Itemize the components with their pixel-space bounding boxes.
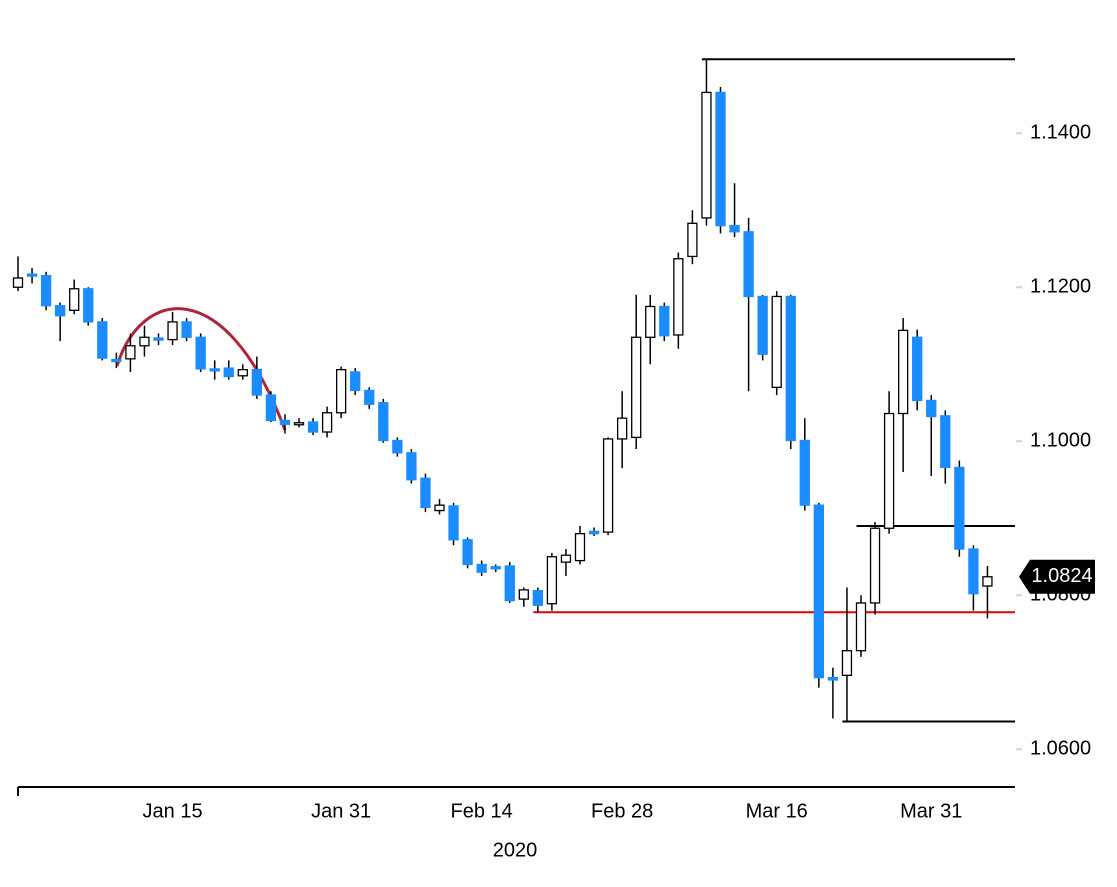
last-price-label: 1.0824: [1031, 565, 1092, 587]
candle-body: [588, 530, 600, 535]
candle-body: [462, 539, 473, 566]
candle-body: [532, 589, 543, 606]
candle-body: [139, 336, 150, 347]
candle-body: [631, 336, 642, 439]
candle-body: [111, 358, 122, 363]
candle-body: [715, 91, 726, 227]
candle-body: [167, 321, 178, 341]
candle-body: [153, 337, 164, 341]
candle-body: [687, 222, 698, 258]
candle-body: [12, 277, 24, 288]
candle-body: [954, 466, 965, 550]
candle-body: [406, 452, 417, 481]
last-price-tag: [1019, 559, 1095, 594]
candle-body: [869, 527, 881, 604]
candle-body: [883, 412, 895, 529]
candle-body: [771, 295, 782, 388]
candle-body: [743, 231, 754, 298]
candle-body: [729, 224, 740, 233]
x-tick-label: Feb 28: [591, 800, 653, 822]
x-tick-label: Jan 31: [311, 800, 371, 822]
candle-body: [898, 329, 909, 415]
candle-body: [926, 399, 937, 418]
candle-body: [237, 368, 248, 377]
candle-body: [855, 602, 867, 652]
candle-body: [83, 288, 94, 323]
candle-body: [195, 336, 206, 370]
candle-body: [841, 650, 853, 676]
x-tick-label: Jan 15: [143, 800, 203, 822]
candle-body: [757, 295, 768, 355]
candle-body: [673, 258, 684, 336]
y-tick-label: 1.1400: [1030, 122, 1091, 144]
y-tick-label: 1.1200: [1030, 276, 1091, 298]
candle-body: [251, 368, 263, 396]
candle-body: [982, 576, 993, 587]
candle-body: [799, 439, 810, 506]
candle-body: [940, 415, 951, 469]
candle-body: [223, 367, 234, 378]
candle-body: [504, 565, 515, 602]
candle-body: [518, 589, 529, 600]
candle-body: [701, 91, 712, 219]
candle-body: [26, 273, 38, 277]
candle-body: [574, 533, 586, 562]
candle-body: [279, 419, 291, 425]
candle-body: [448, 505, 459, 541]
candle-body: [321, 412, 333, 433]
candle-body: [350, 371, 361, 392]
candle-body: [785, 295, 796, 442]
candle-body: [659, 305, 670, 337]
x-tick-label: Feb 14: [451, 800, 513, 822]
candle-body: [265, 394, 277, 422]
candle-body: [420, 477, 431, 509]
y-tick-label: 1.0600: [1030, 738, 1091, 760]
candle-body: [181, 321, 192, 338]
candle-body: [645, 305, 656, 338]
candle-body: [434, 504, 445, 512]
candle-body: [378, 402, 389, 442]
candle-body: [40, 275, 52, 307]
candle-body: [617, 417, 628, 440]
candle-body: [602, 438, 614, 533]
plot-area: [12, 58, 1015, 723]
candle-body: [476, 563, 487, 573]
x-tick-label: Mar 16: [746, 800, 808, 822]
candle-body: [209, 368, 220, 372]
candle-body: [125, 345, 136, 360]
candle-body: [364, 389, 375, 405]
candle-body: [912, 336, 923, 402]
candle-body: [293, 422, 305, 426]
candle-body: [69, 288, 80, 311]
candle-body: [307, 421, 319, 433]
candle-body: [335, 368, 347, 414]
candle-body: [392, 439, 403, 454]
x-axis-label: 2020: [493, 839, 538, 861]
candle-body: [97, 321, 108, 359]
candle-body: [560, 554, 572, 563]
candle-body: [55, 305, 66, 317]
x-tick-label: Mar 31: [900, 800, 962, 822]
candle-body: [813, 504, 824, 679]
candle-body: [546, 556, 558, 605]
candle-body: [827, 677, 839, 681]
y-tick-label: 1.1000: [1030, 430, 1091, 452]
candle-body: [490, 566, 501, 570]
candle-body: [968, 548, 979, 595]
